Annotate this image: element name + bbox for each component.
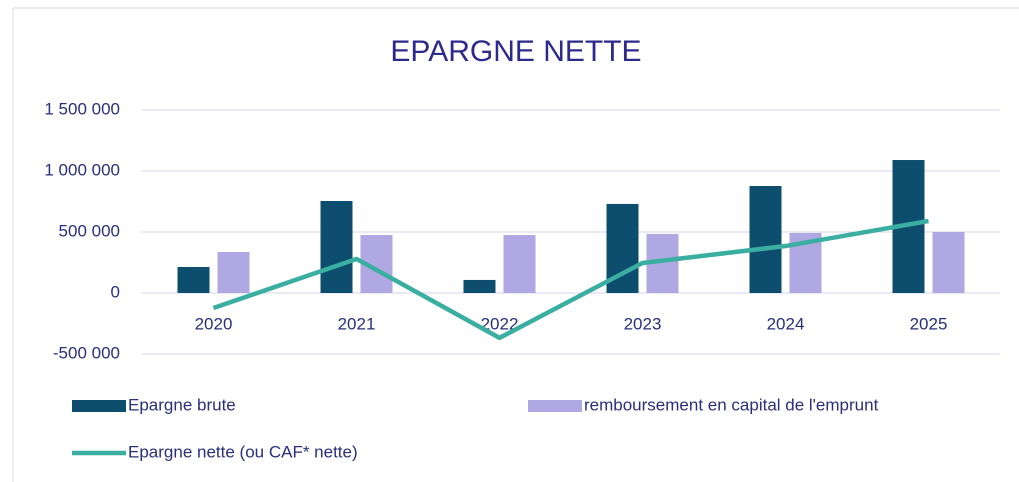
bar <box>217 252 250 293</box>
legend-swatch <box>528 400 582 412</box>
x-tick-label: 2023 <box>624 314 662 333</box>
legend-label: remboursement en capital de l'emprunt <box>584 395 879 414</box>
bar <box>320 201 353 293</box>
legend-label: Epargne brute <box>128 395 236 414</box>
chart-title: EPARGNE NETTE <box>390 35 641 68</box>
x-tick-label: 2020 <box>195 314 233 333</box>
bar <box>177 267 210 293</box>
x-tick-label: 2025 <box>910 314 948 333</box>
legend-label: Epargne nette (ou CAF* nette) <box>128 442 358 461</box>
x-tick-label: 2024 <box>767 314 805 333</box>
y-tick-label: 1 000 000 <box>44 160 120 179</box>
y-tick-label: 0 <box>111 282 120 301</box>
y-tick-label: -500 000 <box>53 343 120 362</box>
x-tick-label: 2022 <box>481 314 519 333</box>
y-tick-label: 500 000 <box>59 221 120 240</box>
bar <box>503 235 536 293</box>
bar <box>463 279 496 293</box>
y-tick-label: 1 500 000 <box>44 99 120 118</box>
legend-swatch <box>72 400 126 412</box>
x-tick-label: 2021 <box>338 314 376 333</box>
line <box>212 218 929 341</box>
bar <box>932 232 965 293</box>
bar <box>749 186 782 293</box>
